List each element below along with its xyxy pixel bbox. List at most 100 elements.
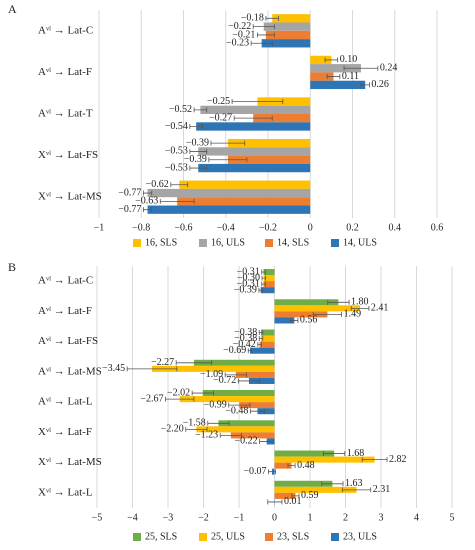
bar xyxy=(274,456,375,463)
error-bar xyxy=(341,487,372,493)
error-bar xyxy=(193,107,208,113)
legend-swatch xyxy=(331,239,339,247)
error-bar xyxy=(350,305,370,311)
value-label: 2.82 xyxy=(389,454,407,465)
value-label: −0.39 xyxy=(184,154,207,165)
bar xyxy=(177,197,311,206)
bar xyxy=(261,335,275,342)
legend-label: 16, SLS xyxy=(145,237,177,248)
error-bar xyxy=(268,469,276,475)
bar xyxy=(235,371,275,378)
value-label: −0.77 xyxy=(118,187,141,198)
value-label: −1.58 xyxy=(183,418,206,429)
bar xyxy=(272,14,311,23)
bar xyxy=(239,402,275,409)
category-label: Aᵛˡ → Lat-C xyxy=(38,275,93,287)
error-bar xyxy=(247,348,253,354)
error-bar xyxy=(189,165,208,171)
error-bar xyxy=(185,426,208,432)
x-tick-label: −4 xyxy=(127,512,138,523)
error-bar xyxy=(326,74,341,80)
value-label: −0.39 xyxy=(234,284,257,295)
panel-label: A xyxy=(8,2,17,16)
legend-label: 23, SLS xyxy=(277,531,309,542)
bar xyxy=(274,317,295,324)
value-label: 0.24 xyxy=(380,63,398,74)
category-label: Xᵛˡ → Lat-L xyxy=(38,486,93,498)
value-label: −0.25 xyxy=(207,96,230,107)
value-label: −0.99 xyxy=(204,399,227,410)
error-bar xyxy=(189,123,203,129)
category-label: Xᵛˡ → Lat-MS xyxy=(38,191,102,203)
error-bar xyxy=(265,15,279,21)
bar xyxy=(310,72,334,81)
value-label: −0.38 xyxy=(234,333,257,344)
error-bar xyxy=(258,287,263,293)
legend-label: 25, ULS xyxy=(211,531,245,542)
bar xyxy=(263,275,275,282)
error-bar xyxy=(228,402,251,408)
error-bar xyxy=(142,190,153,196)
error-bar xyxy=(233,115,273,121)
error-bar xyxy=(259,438,275,444)
bar xyxy=(193,359,275,366)
bar xyxy=(310,55,332,65)
panel-label: B xyxy=(8,260,16,274)
legend-label: 23, ULS xyxy=(343,531,377,542)
bar xyxy=(257,97,311,106)
category-label: Aᵛˡ → Lat-MS xyxy=(38,365,102,377)
error-bar xyxy=(361,457,388,463)
value-label: −0.21 xyxy=(232,29,255,40)
category-label: Xᵛˡ → Lat-MS xyxy=(38,456,102,468)
bar xyxy=(260,287,275,294)
bar xyxy=(274,492,296,499)
bar xyxy=(227,155,311,164)
value-label: −0.38 xyxy=(234,327,257,338)
value-label: −0.23 xyxy=(226,38,249,49)
value-label: −2.02 xyxy=(167,387,190,398)
error-bar xyxy=(257,342,262,348)
bar xyxy=(227,138,311,148)
value-label: −0.52 xyxy=(169,104,192,115)
bar xyxy=(261,39,311,48)
value-label: −0.72 xyxy=(213,375,236,386)
bar xyxy=(261,329,275,336)
value-label: 0.59 xyxy=(301,490,319,501)
value-label: −0.69 xyxy=(223,345,246,356)
error-bar xyxy=(208,157,248,163)
bar xyxy=(179,180,311,189)
category-label: Xᵛˡ → Lat-F xyxy=(38,426,92,438)
value-label: −0.27 xyxy=(209,112,232,123)
bar xyxy=(274,299,339,306)
error-bar xyxy=(189,148,208,154)
bar xyxy=(274,462,292,469)
error-bar xyxy=(258,330,264,336)
value-label: −0.39 xyxy=(186,137,209,148)
legend-swatch xyxy=(199,239,207,247)
category-label: Aᵛˡ → Lat-F xyxy=(38,66,92,78)
error-bar xyxy=(323,451,346,457)
x-tick-label: 1 xyxy=(308,512,313,523)
x-tick-label: 4 xyxy=(414,512,419,523)
bar xyxy=(274,311,328,318)
error-bar xyxy=(126,366,178,372)
bar xyxy=(147,188,311,198)
error-bar xyxy=(258,336,264,342)
bar xyxy=(257,408,275,415)
value-label: 1.80 xyxy=(351,297,369,308)
error-bar xyxy=(287,463,296,469)
x-tick-label: −0.6 xyxy=(174,222,192,233)
bar xyxy=(265,30,311,40)
value-label: −0.18 xyxy=(241,13,264,24)
category-label: Aᵛˡ → Lat-T xyxy=(38,108,93,120)
x-tick-label: −3 xyxy=(163,512,174,523)
error-bar xyxy=(261,281,266,287)
error-bar xyxy=(261,275,267,281)
bar xyxy=(259,341,275,348)
error-bar xyxy=(291,493,300,499)
bar xyxy=(218,420,275,427)
value-label: −0.48 xyxy=(225,405,248,416)
value-label: −0.22 xyxy=(234,436,257,447)
value-label: −1.09 xyxy=(200,369,223,380)
